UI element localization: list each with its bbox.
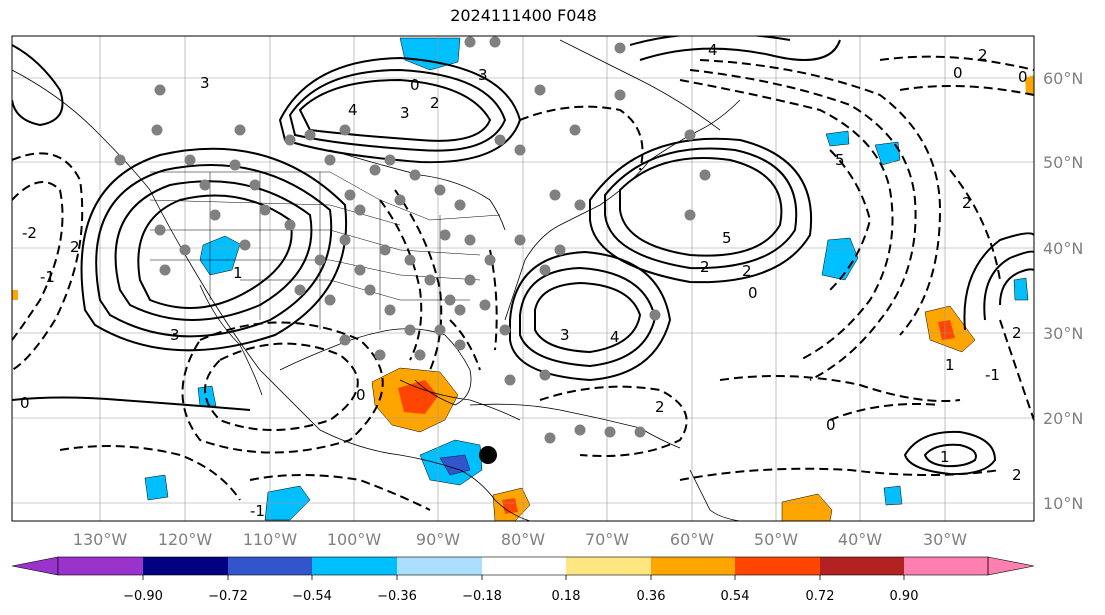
contour-label: 3 — [200, 74, 210, 92]
political-borders — [149, 171, 501, 330]
lat-label: 20°N — [1043, 409, 1083, 428]
contour-label: 0 — [20, 394, 30, 412]
colorbar-tick-label: 0.36 — [637, 589, 666, 604]
contour-label: 1 — [233, 264, 243, 282]
contour-label: 2 — [978, 46, 988, 64]
lat-label: 40°N — [1043, 239, 1083, 258]
contour-label: 2 — [700, 258, 710, 276]
lat-label: 10°N — [1043, 494, 1083, 513]
solid-contours — [12, 36, 1034, 476]
colorbar-tick-label: −0.18 — [462, 589, 502, 604]
colorbar-bin — [820, 557, 904, 575]
lon-label: 40°W — [838, 530, 882, 549]
gray-station-dots — [114, 36, 711, 444]
colorbar-tick-label: 0.72 — [806, 589, 835, 604]
contour-label: 3 — [560, 326, 570, 344]
lat-label: 50°N — [1043, 153, 1083, 172]
contour-label: 2 — [962, 194, 972, 212]
contour-label: -2 — [22, 224, 37, 242]
contour-label: 4 — [708, 41, 718, 59]
longitude-axis: 130°W 120°W 110°W 100°W 90°W 80°W 70°W 6… — [73, 530, 967, 549]
colorbar-bin — [482, 557, 566, 575]
lon-label: 30°W — [923, 530, 967, 549]
map-title: 2024111400 F048 — [450, 6, 597, 25]
contour-label: 1 — [940, 448, 950, 466]
colorbar-tick-label: 0.90 — [890, 589, 919, 604]
colorbar-extend-low — [11, 556, 59, 576]
colorbar-tick-label: −0.90 — [123, 589, 163, 604]
colorbar-bin — [228, 557, 312, 575]
contour-label: 4 — [348, 101, 358, 119]
lon-label: 80°W — [501, 530, 545, 549]
contour-label: 2 — [742, 262, 752, 280]
colorbar-bin — [651, 557, 735, 575]
contour-label: 2 — [655, 398, 665, 416]
colorbar-bin — [397, 557, 482, 575]
contour-label: 5 — [835, 151, 845, 169]
contour-label: 3 — [170, 326, 180, 344]
plot-frame — [11, 35, 1035, 522]
lon-label: 60°W — [670, 530, 714, 549]
lat-label: 30°N — [1043, 324, 1083, 343]
latitude-axis: 60°N 50°N 40°N 30°N 20°N 10°N — [1043, 69, 1083, 513]
colorbar-tick-label: 0.54 — [721, 589, 750, 604]
colorbar-bin — [904, 557, 988, 575]
coastlines — [12, 39, 741, 521]
contour-label: -1 — [250, 502, 265, 520]
lon-label: 110°W — [243, 530, 298, 549]
colorbar: −0.90 −0.72 −0.54 −0.36 −0.18 0.18 0.36 … — [11, 556, 1035, 604]
contour-label: 2 — [1012, 466, 1022, 484]
colorbar-tick-label: −0.36 — [377, 589, 417, 604]
contour-label: 0 — [748, 284, 758, 302]
colorbar-bin — [58, 557, 143, 575]
contour-label: 2 — [1012, 324, 1022, 342]
dashed-contours — [12, 55, 1034, 511]
contour-label: 4 — [610, 328, 620, 346]
colorbar-extend-high — [987, 556, 1035, 576]
contour-label: 1 — [945, 356, 955, 374]
contour-label: 2 — [70, 238, 80, 256]
colorbar-tick-label: −0.54 — [292, 589, 332, 604]
contour-label: 0 — [826, 416, 836, 434]
black-storm-dot — [479, 446, 497, 464]
colorbar-bin — [143, 557, 228, 575]
contour-label: 0 — [356, 386, 366, 404]
contour-label: 5 — [722, 229, 732, 247]
contour-label: 0 — [1018, 68, 1028, 86]
colorbar-tick-label: −0.72 — [208, 589, 248, 604]
contour-label: 0 — [410, 76, 420, 94]
colorbar-tick-label: 0.18 — [552, 589, 581, 604]
colorbar-bin — [566, 557, 651, 575]
contour-label: 2 — [430, 94, 440, 112]
lat-label: 60°N — [1043, 69, 1083, 88]
colorbar-bin — [312, 557, 397, 575]
shaded-fields — [12, 37, 1034, 521]
lon-label: 50°W — [754, 530, 798, 549]
contour-label: 3 — [478, 66, 488, 84]
lon-label: 100°W — [327, 530, 382, 549]
contour-labels: 3 4 0 3 3 2 5 2 3 4 2 0 1 2 0 0 3 4 5 2 … — [20, 41, 1028, 520]
lon-label: 120°W — [158, 530, 213, 549]
lon-label: 90°W — [416, 530, 460, 549]
contour-label: -1 — [40, 268, 55, 286]
contour-label: 3 — [400, 104, 410, 122]
lon-label: 70°W — [585, 530, 629, 549]
contour-label: 0 — [953, 64, 963, 82]
colorbar-bin — [735, 557, 820, 575]
map-plot-area: 3 4 0 3 3 2 5 2 3 4 2 0 1 2 0 0 3 4 5 2 … — [12, 36, 1034, 521]
contour-label: -1 — [985, 366, 1000, 384]
lon-label: 130°W — [73, 530, 128, 549]
